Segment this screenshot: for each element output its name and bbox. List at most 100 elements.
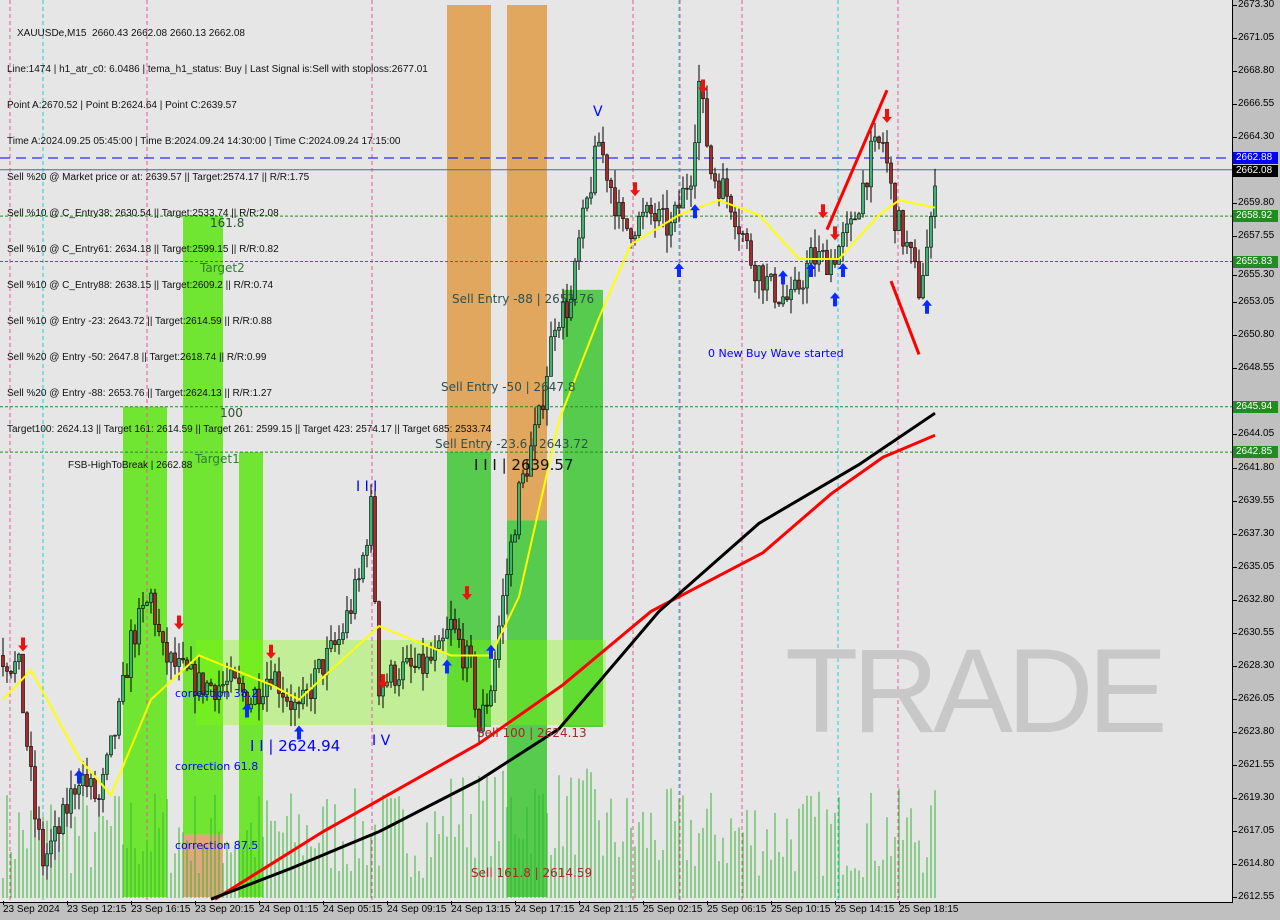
candle-bear (201, 672, 205, 695)
candle-bull (693, 142, 697, 187)
label-sell-100: Sell 100 | 2624.13 (477, 726, 587, 740)
candle-bear (285, 696, 289, 702)
zone (447, 5, 491, 453)
info-line: Time A:2024.09.25 05:45:00 | Time B:2024… (7, 136, 401, 147)
candle-bear (785, 296, 789, 300)
price-tick-label: 2668.80 (1232, 65, 1275, 77)
price-tick-label: 2673.30 (1232, 0, 1275, 10)
candle-bull (849, 218, 853, 225)
sell-arrow-icon (462, 586, 472, 601)
candle-bull (517, 482, 521, 536)
candle-bull (553, 329, 557, 338)
candle-bear (477, 708, 481, 732)
candle-bull (17, 653, 21, 663)
sell-arrow-icon (266, 644, 276, 659)
candle-bull (265, 678, 269, 697)
candle-bear (901, 210, 905, 247)
candle-bull (149, 592, 153, 603)
price-badge: 2655.83 (1233, 255, 1278, 268)
candle-bear (165, 642, 169, 663)
buy-arrow-icon (838, 263, 848, 278)
candle-bear (485, 704, 489, 707)
candle-bear (153, 592, 157, 625)
candle-bull (53, 826, 57, 842)
time-tick-label: 24 Sep 01:15 (259, 901, 319, 915)
candle-bull (617, 202, 621, 217)
label-wave-3: I I I | 2639.57 (474, 456, 574, 474)
candle-bear (241, 683, 245, 693)
buy-arrow-icon (74, 769, 84, 784)
candle-bear (209, 682, 213, 686)
candle-bear (909, 242, 913, 249)
candle-bull (921, 275, 925, 299)
chart-plot-area[interactable]: TRADE XAUUSDe,M15 2660.43 2662.08 2660.1… (0, 0, 1233, 903)
candle-bull (105, 754, 109, 775)
label-wave-3-top: I I I (356, 479, 378, 495)
buy-arrow-icon (486, 644, 496, 659)
candle-bear (29, 746, 33, 767)
candle-bull (597, 141, 601, 147)
candle-bull (657, 209, 661, 222)
candle-bear (525, 473, 529, 477)
price-tick-label: 2664.30 (1232, 131, 1275, 143)
candle-bear (413, 665, 417, 668)
time-tick-label: 24 Sep 17:15 (515, 901, 575, 915)
time-tick-label: 23 Sep 12:15 (67, 901, 127, 915)
candle-bull (293, 701, 297, 710)
candle-bear (349, 610, 353, 614)
candle-bear (321, 659, 325, 675)
buy-arrow-icon (778, 270, 788, 285)
label-correction-87: correction 87.5 (175, 839, 259, 852)
candle-bear (813, 247, 817, 265)
candle-bear (1, 655, 5, 667)
candle-bull (805, 262, 809, 289)
candle-bear (157, 624, 161, 633)
candle-bull (549, 336, 553, 377)
candle-bull (581, 207, 585, 239)
candle-bull (357, 578, 361, 581)
candle-bull (857, 213, 861, 220)
price-badge: 2645.94 (1233, 400, 1278, 413)
candle-bull (721, 178, 725, 199)
zone (507, 5, 547, 521)
price-tick-label: 2657.55 (1232, 230, 1275, 242)
sell-arrow-icon (882, 108, 892, 123)
candle-bull (13, 661, 17, 674)
candle-bull (501, 595, 505, 627)
price-badge: 2662.08 (1233, 164, 1278, 177)
buy-arrow-icon (922, 299, 932, 314)
candle-bull (529, 445, 533, 477)
candle-bull (145, 602, 149, 606)
sell-arrow-icon (174, 615, 184, 630)
candle-bull (221, 684, 225, 687)
zone (563, 289, 603, 727)
price-axis[interactable]: 2673.30 2671.05 2668.80 2666.55 2664.30 2662.… (1232, 0, 1280, 902)
candle-bear (289, 700, 293, 710)
candle-bull (341, 632, 345, 640)
info-line: Sell %20 @ Market price or at: 2639.57 |… (7, 172, 310, 183)
candle-bear (605, 154, 609, 181)
info-line: Sell %10 @ Entry -23: 2643.72 || Target:… (7, 316, 272, 327)
candle-bear (625, 218, 629, 229)
candle-bull (365, 545, 369, 556)
chart-canvas (0, 0, 1232, 902)
price-tick-label: 2655.30 (1232, 268, 1275, 280)
sell-arrow-icon (378, 674, 388, 689)
candle-bull (317, 659, 321, 670)
candle-bull (401, 661, 405, 681)
candle-bear (853, 218, 857, 221)
candle-bull (561, 301, 565, 328)
candle-bull (929, 216, 933, 248)
candle-bear (885, 142, 889, 164)
candle-bull (669, 222, 673, 236)
sell-arrow-icon (830, 226, 840, 241)
candle-bull (505, 574, 509, 596)
candle-bear (889, 162, 893, 184)
price-tick-label: 2614.80 (1232, 857, 1275, 869)
candle-bear (421, 653, 425, 674)
time-axis[interactable]: 23 Sep 2024 23 Sep 12:15 23 Sep 16:15 23 Se… (0, 901, 1232, 920)
candle-bear (705, 98, 709, 147)
candle-bull (77, 785, 81, 795)
candle-bull (273, 671, 277, 687)
candle-bear (473, 655, 477, 710)
